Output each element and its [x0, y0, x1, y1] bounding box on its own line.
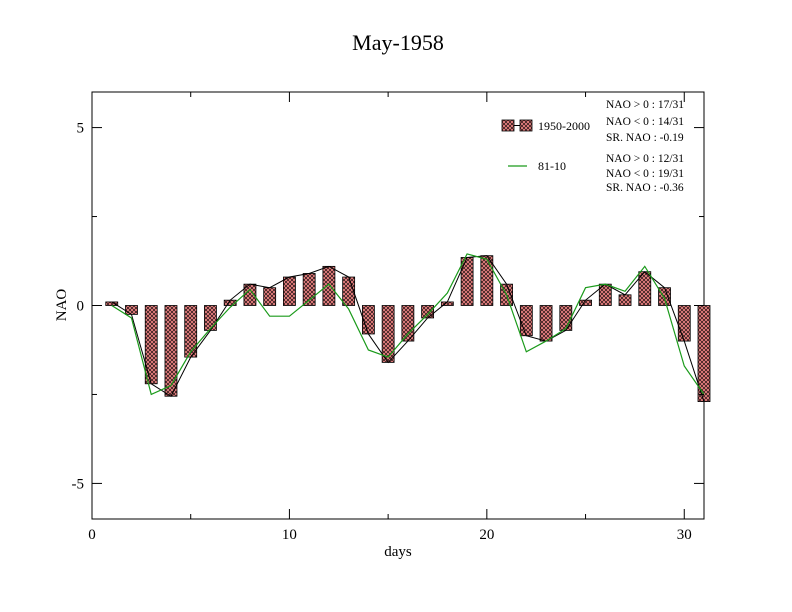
bar-day-14: [361, 305, 375, 335]
bar-series-1950-2000: [105, 255, 711, 402]
x-axis-label: days: [384, 544, 412, 560]
x-tick-label: 20: [479, 527, 494, 543]
y-tick-label: 5: [77, 121, 85, 137]
y-axis-label: NAO: [54, 289, 70, 322]
stat-1950-pos: NAO > 0 : 17/31: [606, 99, 684, 111]
bar-day-27: [618, 294, 632, 306]
bar-day-3: [144, 305, 158, 385]
line-81-10: [111, 253, 705, 396]
bar-day-20: [480, 255, 494, 306]
axis-ticks: 0 10 20 30 -5 0 5: [72, 92, 704, 543]
bar-day-4: [164, 305, 178, 397]
bar-day-23: [539, 305, 553, 342]
bar-day-6: [204, 305, 217, 331]
bar-day-10: [283, 276, 296, 306]
stat-8110-neg: NAO < 0 : 19/31: [606, 168, 684, 180]
bar-day-17: [421, 305, 435, 319]
stat-1950-neg: NAO < 0 : 14/31: [606, 116, 684, 128]
x-tick-label: 30: [677, 527, 692, 543]
legend: 1950-2000 81-10 NAO > 0 : 17/31 NAO < 0 …: [501, 99, 684, 194]
legend-label-1950-2000: 1950-2000: [538, 119, 590, 133]
chart-title: May-1958: [352, 30, 444, 55]
bar-day-15: [381, 305, 395, 363]
x-tick-label: 10: [282, 527, 297, 543]
legend-label-81-10: 81-10: [538, 159, 566, 173]
bar-day-29: [658, 287, 671, 306]
line-series: [111, 253, 705, 402]
x-tick-label: 0: [88, 527, 96, 543]
y-tick-label: -5: [72, 476, 85, 492]
legend-swatch-bar-right: [519, 119, 533, 132]
bar-day-5: [184, 305, 198, 358]
bar-day-2: [125, 305, 138, 315]
bar-day-19: [460, 257, 474, 306]
bar-day-13: [342, 276, 356, 306]
bar-day-12: [322, 265, 336, 306]
bar-day-30: [677, 305, 691, 342]
stat-8110-pos: NAO > 0 : 12/31: [606, 153, 684, 165]
y-tick-label: 0: [77, 299, 85, 315]
bar-day-22: [519, 305, 533, 337]
stat-1950-sr: SR. NAO : -0.19: [606, 132, 684, 144]
stat-8110-sr: SR. NAO : -0.36: [606, 182, 684, 194]
bar-day-24: [559, 305, 573, 331]
bar-day-9: [263, 287, 277, 306]
legend-swatch-bar-left: [501, 119, 515, 132]
